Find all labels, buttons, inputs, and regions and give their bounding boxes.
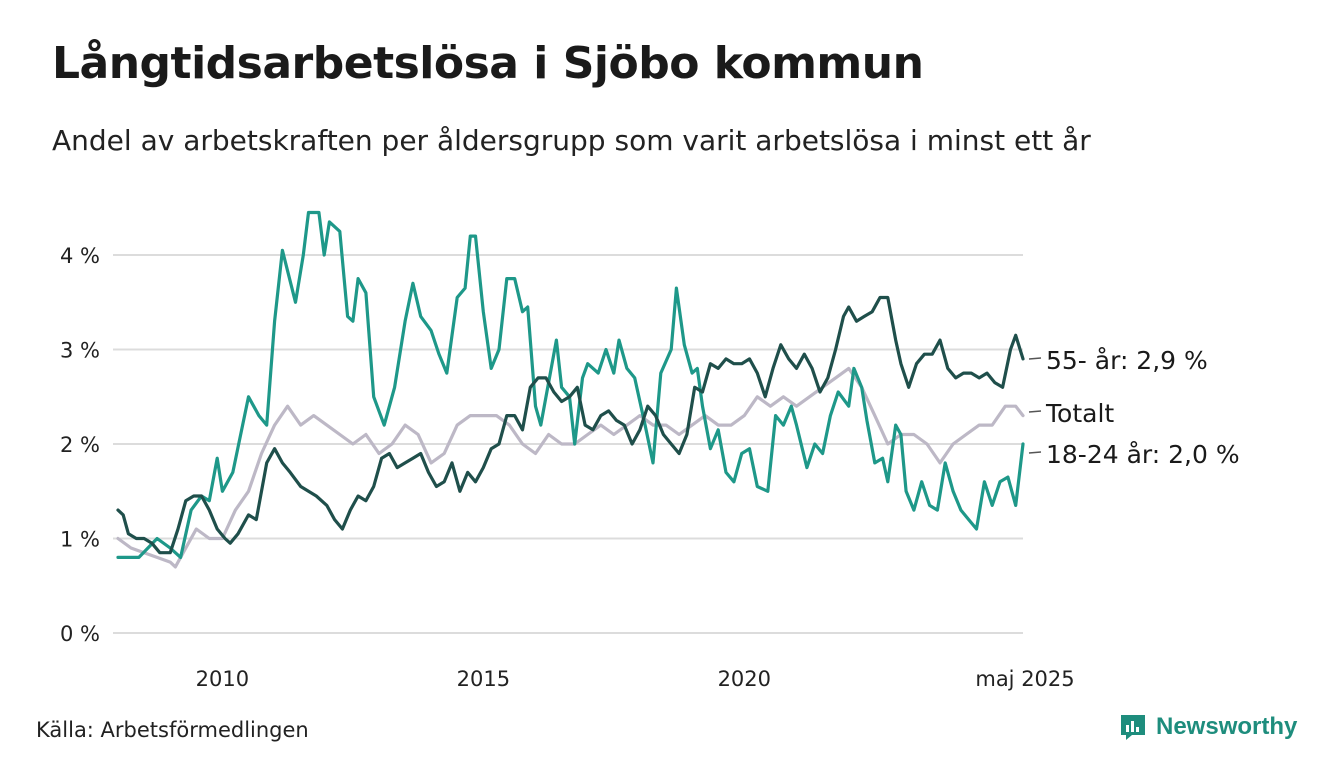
y-tick-label: 0 %	[60, 622, 100, 646]
series-label-leader	[1028, 410, 1042, 413]
x-tick-label: 2020	[718, 667, 771, 691]
y-tick-label: 4 %	[60, 244, 100, 268]
series-line-totalt	[116, 366, 1025, 569]
series-line-18-24-r	[116, 210, 1025, 559]
series-label-leader	[1028, 357, 1042, 360]
bar-chart-logo-icon	[1121, 715, 1145, 740]
x-tick-label: 2015	[457, 667, 510, 691]
series-line-55-r	[116, 295, 1025, 555]
x-tick-label: 2010	[196, 667, 249, 691]
brand-logo: Newsworthy	[1118, 712, 1297, 742]
series-end-label: Totalt	[1045, 399, 1114, 428]
series-end-label: 55- år: 2,9 %	[1046, 346, 1208, 375]
series-label-leader	[1028, 451, 1042, 454]
y-tick-label: 1 %	[60, 528, 100, 552]
page-subtitle: Andel av arbetskraften per åldersgrupp s…	[52, 124, 1091, 157]
brand-name: Newsworthy	[1156, 713, 1298, 740]
x-tick-label: maj 2025	[975, 667, 1074, 691]
y-tick-label: 2 %	[60, 433, 100, 457]
series-end-label: 18-24 år: 2,0 %	[1046, 440, 1240, 469]
y-tick-label: 3 %	[60, 339, 100, 363]
source-note: Källa: Arbetsförmedlingen	[36, 718, 309, 742]
page-title: Långtidsarbetslösa i Sjöbo kommun	[52, 38, 924, 89]
